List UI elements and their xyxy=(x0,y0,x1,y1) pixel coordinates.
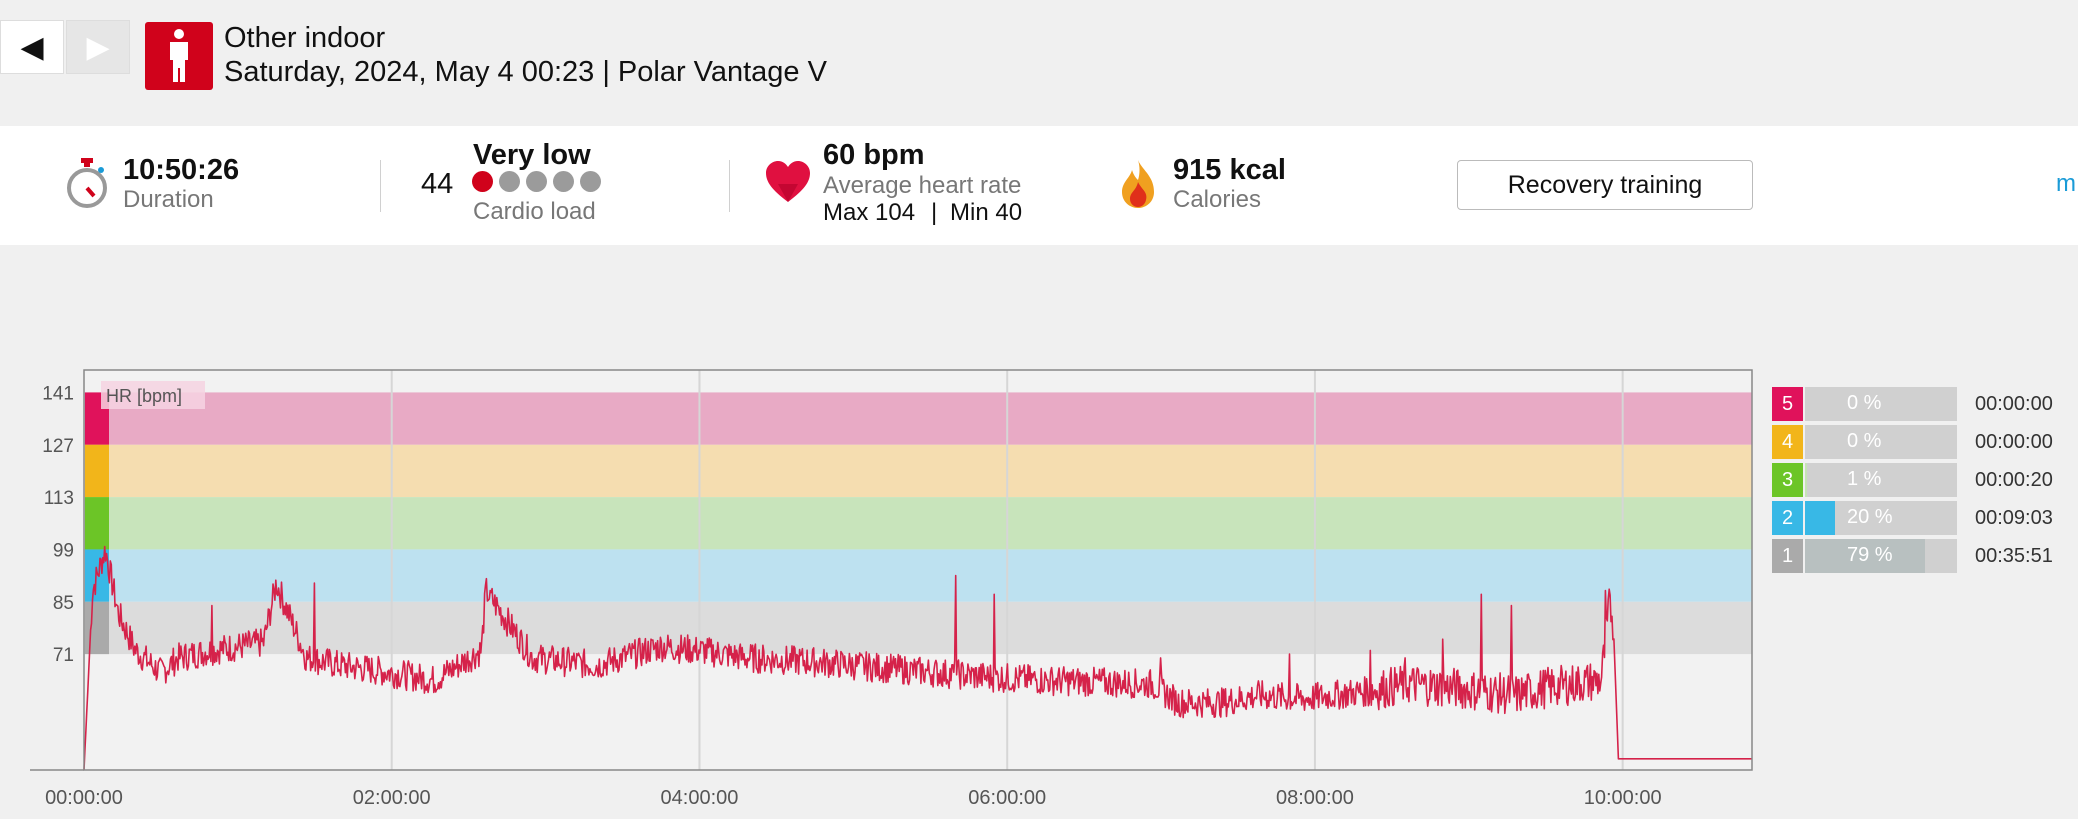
zone-bar-fill xyxy=(1805,539,1926,573)
x-tick-label: 04:00:00 xyxy=(661,787,739,809)
more-link[interactable]: m xyxy=(2056,170,2076,197)
zone-band-5 xyxy=(84,392,1752,445)
zone-percentage: 20 % xyxy=(1847,506,1893,528)
zone-time: 00:00:00 xyxy=(1975,393,2053,415)
workout-subtitle: Saturday, 2024, May 4 00:23 | Polar Vant… xyxy=(224,56,827,88)
calories-value: 915 kcal xyxy=(1173,154,1286,186)
zone-row-3: 3 1 % 00:00:20 xyxy=(1772,463,2078,497)
duration-label: Duration xyxy=(123,186,214,213)
arrow-left-icon: ◀ xyxy=(20,30,44,64)
calories-label: Calories xyxy=(1173,186,1262,213)
heart-rate-min: Min 40 xyxy=(950,199,1023,226)
cardio-load-value: 44 xyxy=(421,168,454,200)
zone-start-marker xyxy=(85,444,109,498)
zone-band-3 xyxy=(84,497,1752,550)
x-tick-label: 00:00:00 xyxy=(45,787,123,809)
zone-bar: 0 % xyxy=(1805,425,1957,459)
heart-icon xyxy=(764,160,812,209)
zone-row-1: 1 79 % 00:35:51 xyxy=(1772,539,2078,573)
zone-bar-fill xyxy=(1805,463,1807,497)
x-tick-label: 08:00:00 xyxy=(1276,787,1354,809)
series-label-bg xyxy=(101,381,205,409)
flame-icon xyxy=(1118,158,1158,215)
divider xyxy=(729,160,730,212)
zone-number: 3 xyxy=(1772,463,1803,497)
series-label: HR [bpm] xyxy=(106,386,182,406)
x-tick-label: 06:00:00 xyxy=(968,787,1046,809)
zone-time: 00:00:20 xyxy=(1975,469,2053,491)
zone-number: 5 xyxy=(1772,387,1803,421)
zone-row-4: 4 0 % 00:00:00 xyxy=(1772,425,2078,459)
heart-rate-divider: | xyxy=(931,199,938,226)
zone-percentage: 79 % xyxy=(1847,544,1893,566)
load-dot xyxy=(499,171,520,192)
zone-band-1 xyxy=(84,601,1752,655)
cardio-load-dots xyxy=(472,171,601,192)
zone-bar: 0 % xyxy=(1805,387,1957,421)
y-tick-label: 141 xyxy=(42,383,74,404)
previous-workout-button[interactable]: ◀ xyxy=(0,20,64,74)
zone-bar: 20 % xyxy=(1805,501,1957,535)
stopwatch-icon xyxy=(64,156,110,217)
zone-time: 00:35:51 xyxy=(1975,545,2053,567)
y-tick-label: 85 xyxy=(53,593,74,614)
zone-percentage: 0 % xyxy=(1847,392,1882,414)
zone-number: 4 xyxy=(1772,425,1803,459)
zone-start-marker xyxy=(85,601,109,655)
sport-title: Other indoor xyxy=(224,22,386,54)
zone-bar: 79 % xyxy=(1805,539,1957,573)
person-standing-icon xyxy=(145,22,213,90)
next-workout-button[interactable]: ▶ xyxy=(66,20,130,74)
heart-rate-average: 60 bpm xyxy=(823,139,925,171)
divider xyxy=(380,160,381,212)
load-dot xyxy=(580,171,601,192)
zone-row-5: 5 0 % 00:00:00 xyxy=(1772,387,2078,421)
zone-bar: 1 % xyxy=(1805,463,1957,497)
heart-rate-max: Max 104 xyxy=(823,199,916,226)
duration-value: 10:50:26 xyxy=(123,154,240,186)
zone-band-2 xyxy=(84,549,1752,602)
heart-rate-line xyxy=(83,545,1752,771)
zone-time: 00:00:00 xyxy=(1975,431,2053,453)
cardio-load-level: Very low xyxy=(473,139,591,171)
training-benefit-button[interactable]: Recovery training xyxy=(1457,160,1753,210)
zone-bar-fill xyxy=(1805,501,1836,535)
y-tick-label: 113 xyxy=(44,488,74,509)
x-tick-label: 10:00:00 xyxy=(1584,787,1662,809)
y-tick-label: 127 xyxy=(42,436,74,457)
load-dot xyxy=(472,171,493,192)
y-tick-label: 99 xyxy=(53,540,74,561)
zone-number: 2 xyxy=(1772,501,1803,535)
zone-band-4 xyxy=(84,444,1752,498)
y-tick-label: 71 xyxy=(53,645,74,666)
heart-rate-chart[interactable]: 00:00:00 02:00:00 04:00:00 06:00:00 08:00:00… xyxy=(0,245,1770,819)
zone-percentage: 1 % xyxy=(1847,468,1882,490)
arrow-right-icon: ▶ xyxy=(86,30,110,64)
zone-number: 1 xyxy=(1772,539,1803,573)
load-dot xyxy=(553,171,574,192)
heart-rate-label: Average heart rate xyxy=(823,172,1022,199)
workout-header: ◀ ▶ Other indoor Saturday, 2024, May 4 0… xyxy=(0,0,2078,126)
zone-percentage: 0 % xyxy=(1847,430,1882,452)
load-dot xyxy=(526,171,547,192)
zone-start-marker xyxy=(85,497,109,550)
zone-time: 00:09:03 xyxy=(1975,507,2053,529)
zone-row-2: 2 20 % 00:09:03 xyxy=(1772,501,2078,535)
cardio-load-label: Cardio load xyxy=(473,198,596,225)
summary-bar: 10:50:26 Duration 44 Very low Cardio loa… xyxy=(0,126,2078,245)
x-tick-label: 02:00:00 xyxy=(353,787,431,809)
plot-border xyxy=(83,369,1753,771)
